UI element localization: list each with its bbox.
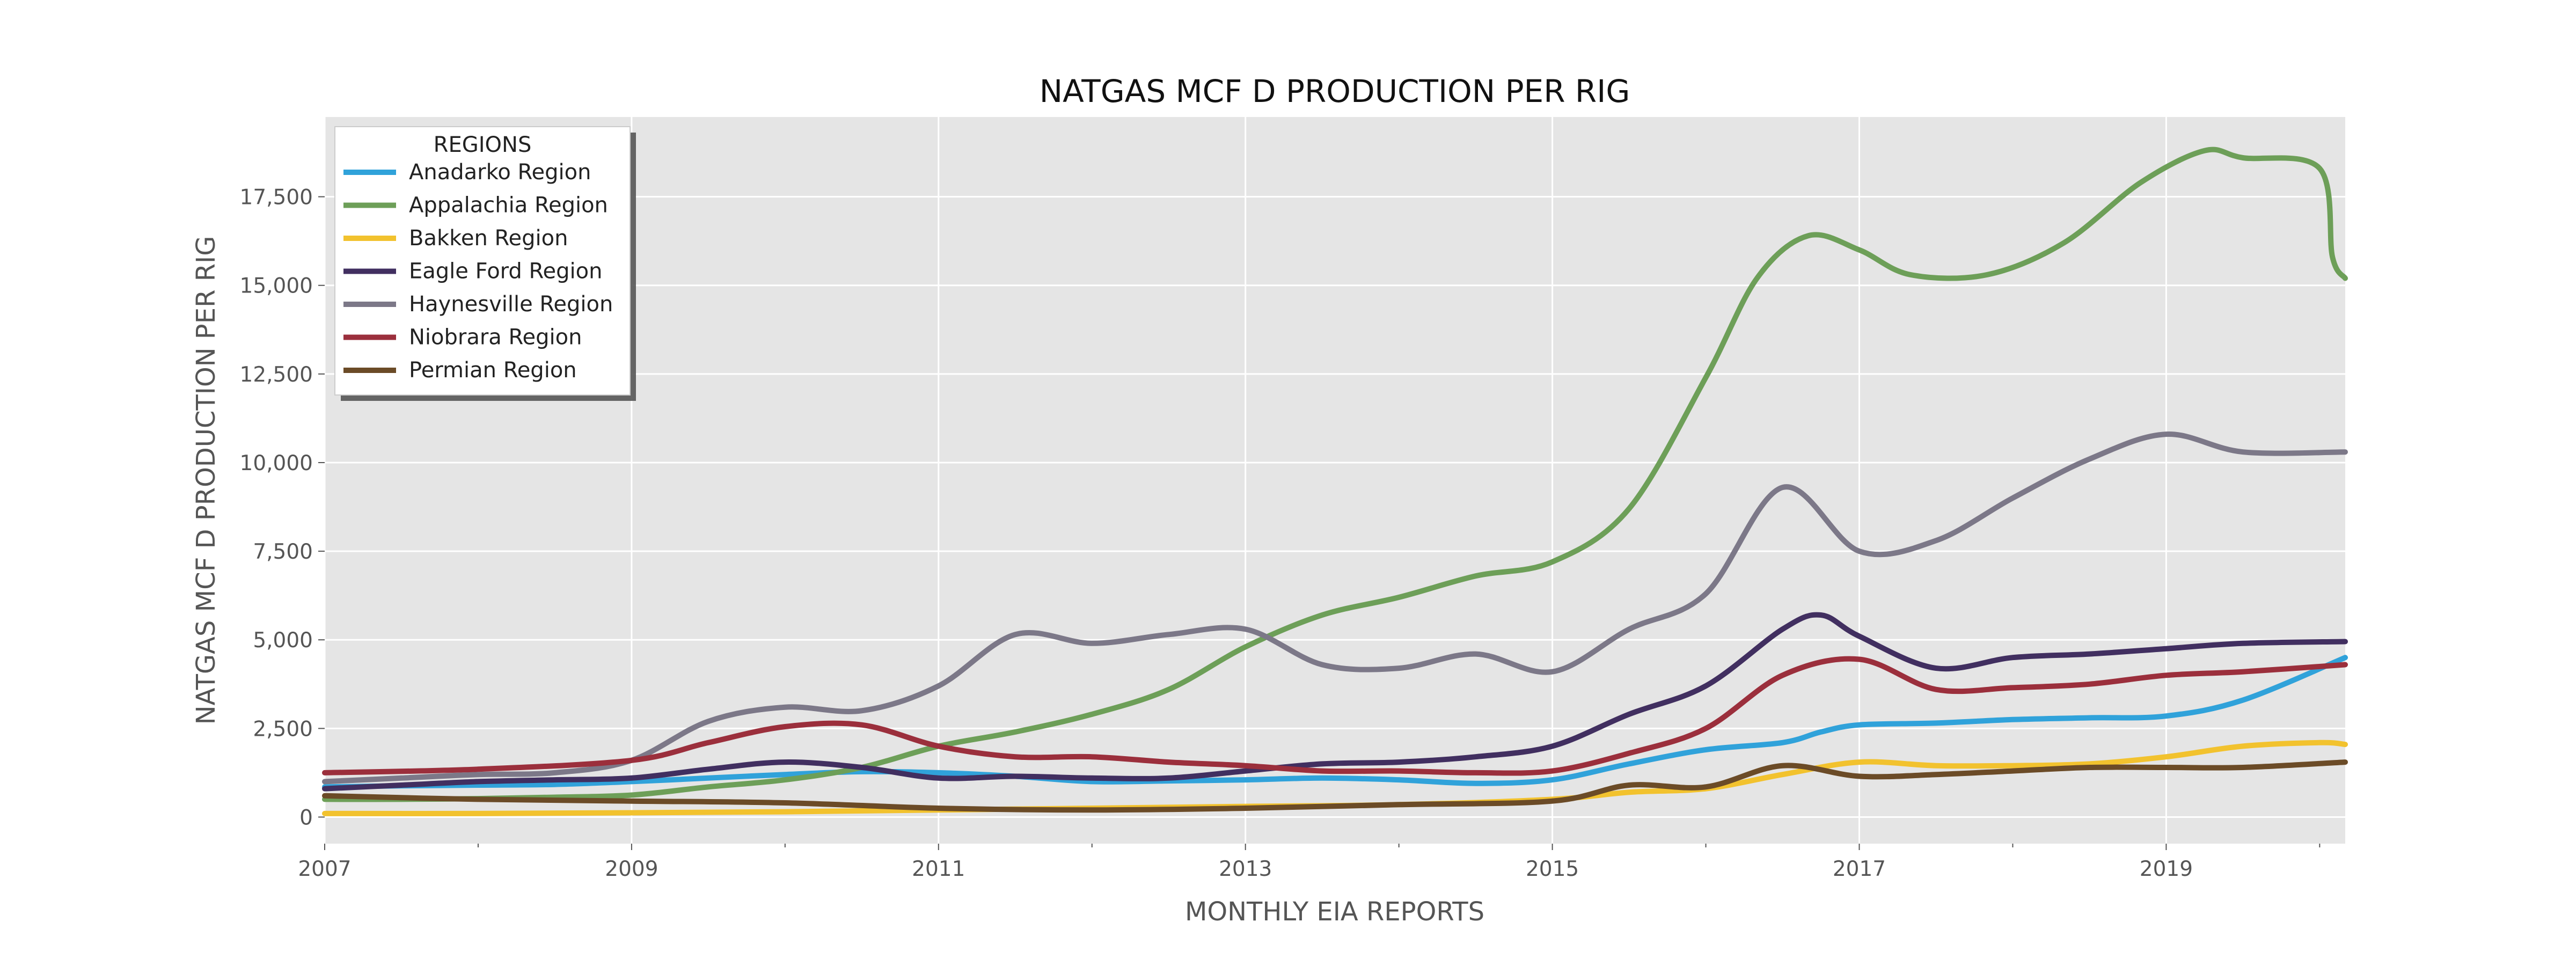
legend-label-haynesville-region: Haynesville Region	[409, 292, 613, 317]
legend-label-bakken-region: Bakken Region	[409, 226, 568, 251]
x-axis-label: MONTHLY EIA REPORTS	[1185, 897, 1484, 927]
legend-label-eagle-ford-region: Eagle Ford Region	[409, 259, 602, 284]
legend-title: REGIONS	[434, 133, 532, 157]
y-tick-label: 5,000	[253, 628, 313, 653]
x-tick-label: 2011	[912, 857, 965, 881]
x-tick-label: 2019	[2140, 857, 2193, 881]
y-tick-label: 12,500	[240, 363, 313, 387]
chart-title: NATGAS MCF D PRODUCTION PER RIG	[1040, 73, 1630, 109]
legend-label-niobrara-region: Niobrara Region	[409, 325, 582, 350]
y-gridlines	[325, 196, 2345, 818]
x-tick-label: 2013	[1219, 857, 1272, 881]
y-tick-label: 0	[299, 806, 313, 830]
legend: REGIONS Anadarko Region Appalachia Region…	[334, 126, 636, 401]
y-tick-label: 15,000	[240, 274, 313, 298]
y-tick-label: 10,000	[240, 451, 313, 475]
series-line-permian-region	[322, 759, 2348, 813]
x-tick-label: 2007	[298, 857, 351, 881]
x-tick-label: 2009	[605, 857, 658, 881]
legend-items: Anadarko Region Appalachia Region Bakken R…	[343, 160, 613, 383]
y-axis: 0 2,500 5,000 7,500 10,000 12,500 15,000 17,500	[240, 186, 325, 830]
series-lines	[322, 147, 2348, 816]
legend-label-anadarko-region: Anadarko Region	[409, 160, 591, 185]
x-axis: 2007 2009 2011 2013 2015 2017 2019	[298, 844, 2321, 881]
series-line-niobrara-region	[322, 656, 2348, 776]
y-axis-label: NATGAS MCF D PRODUCTION PER RIG	[191, 236, 221, 725]
legend-label-appalachia-region: Appalachia Region	[409, 193, 608, 218]
x-tick-label: 2017	[1833, 857, 1886, 881]
y-tick-label: 17,500	[240, 186, 313, 210]
series-line-eagle-ford-region	[322, 612, 2348, 792]
series-line-haynesville-region	[322, 431, 2348, 785]
y-tick-label: 2,500	[253, 717, 313, 741]
series-line-anadarko-region	[322, 655, 2348, 790]
series-line-appalachia-region	[322, 147, 2348, 802]
plot-area	[325, 117, 2345, 844]
x-tick-label: 2015	[1526, 857, 1579, 881]
legend-label-permian-region: Permian Region	[409, 358, 577, 383]
y-tick-label: 7,500	[253, 540, 313, 564]
